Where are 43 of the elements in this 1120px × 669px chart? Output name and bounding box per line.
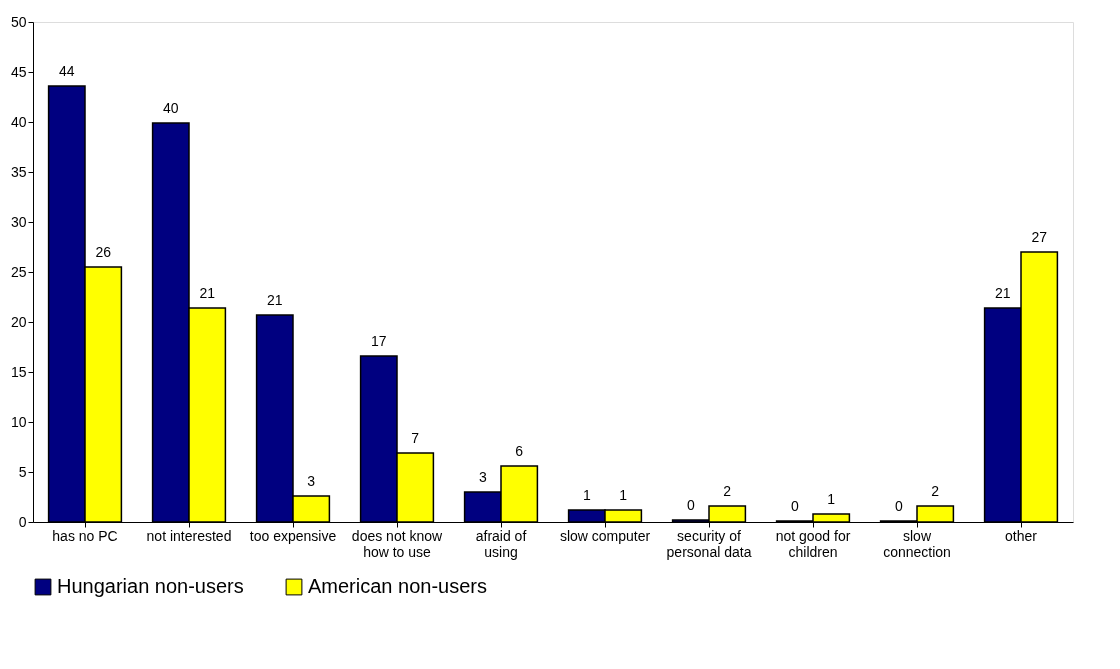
y-tick-label: 15 <box>10 363 27 380</box>
y-tick-label: 0 <box>18 513 27 530</box>
data-label: 0 <box>790 498 799 514</box>
x-tick-label: afraid of using <box>475 527 527 560</box>
data-label: 26 <box>95 244 112 260</box>
y-tick-label: 45 <box>10 63 27 80</box>
y-tick-label: 30 <box>10 213 27 230</box>
data-label: 27 <box>1031 229 1048 245</box>
data-label: 44 <box>59 63 75 79</box>
x-tick-label: does not know how to use <box>351 527 444 560</box>
x-tick-label: slow computer <box>559 527 651 544</box>
legend-label: American non-users <box>308 575 487 597</box>
legend-label: Hungarian non-users <box>57 575 244 597</box>
y-tick-label: 40 <box>10 113 27 130</box>
x-tick-label: too expensive <box>249 527 337 544</box>
y-tick-label: 20 <box>10 313 27 330</box>
data-label: 2 <box>723 483 732 499</box>
data-label: 1 <box>619 487 628 503</box>
x-tick-label: has no PC <box>52 527 118 544</box>
data-label: 17 <box>371 333 387 349</box>
x-tick-label: not good for children <box>775 527 851 560</box>
data-label: 3 <box>307 473 316 489</box>
x-tick-label: other <box>1005 527 1038 544</box>
x-tick-label: security of personal data <box>666 527 752 560</box>
data-label: 6 <box>515 443 524 459</box>
x-tick-label: not interested <box>146 527 232 544</box>
data-label: 3 <box>478 469 487 485</box>
y-tick-label: 50 <box>10 13 27 30</box>
x-tick-label: slow connection <box>883 527 951 560</box>
data-label: 2 <box>931 483 940 499</box>
data-label: 0 <box>894 498 903 514</box>
data-label: 21 <box>267 292 283 308</box>
y-tick-label: 35 <box>10 163 27 180</box>
data-label: 1 <box>582 487 591 503</box>
data-label: 0 <box>686 497 695 513</box>
y-tick-label: 25 <box>10 263 27 280</box>
y-tick-label: 5 <box>18 463 27 480</box>
y-tick-label: 10 <box>10 413 27 430</box>
data-label: 1 <box>827 491 836 507</box>
data-label: 21 <box>995 285 1011 301</box>
data-label: 21 <box>199 285 216 301</box>
data-label: 40 <box>163 100 179 116</box>
data-label: 7 <box>411 430 420 446</box>
